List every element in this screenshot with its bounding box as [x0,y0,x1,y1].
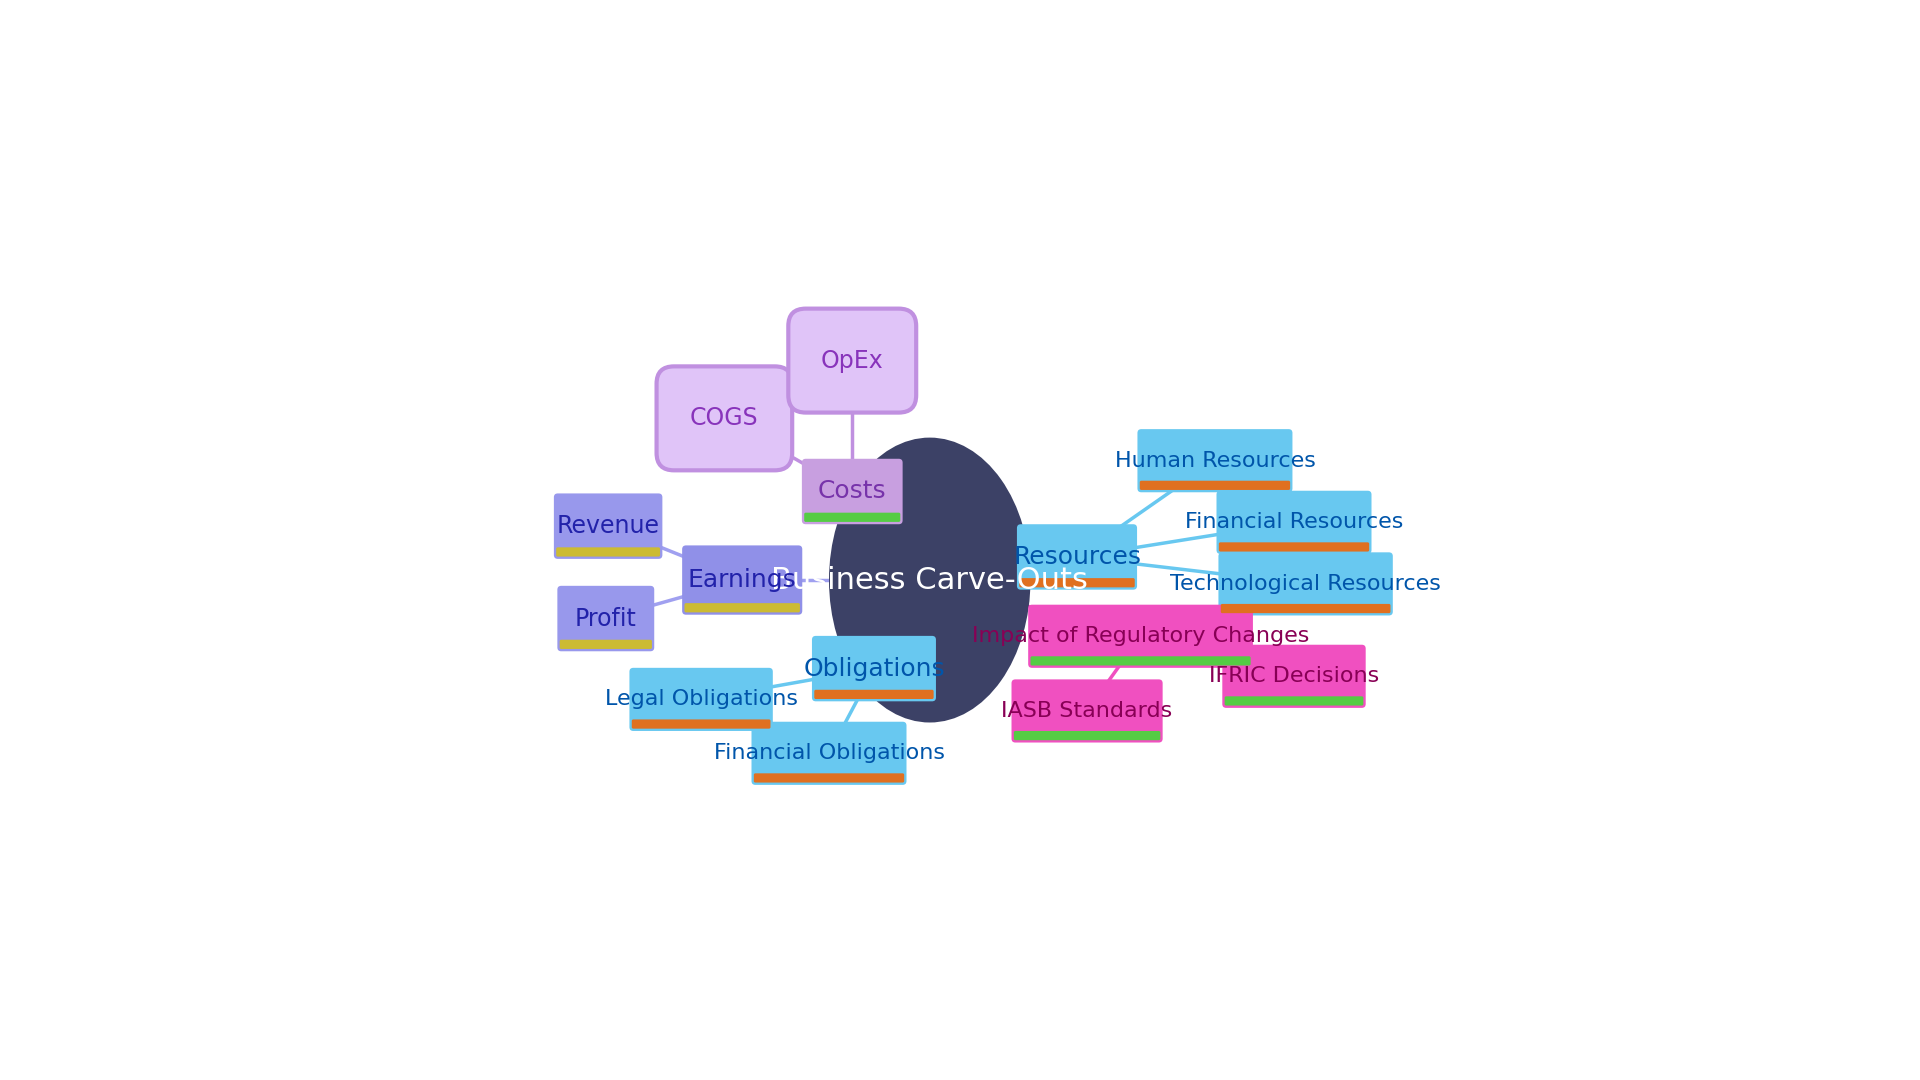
FancyBboxPatch shape [1137,429,1292,492]
FancyBboxPatch shape [630,667,774,731]
Text: OpEx: OpEx [822,349,883,373]
FancyBboxPatch shape [1018,524,1137,590]
FancyBboxPatch shape [557,548,660,556]
FancyBboxPatch shape [1221,604,1390,613]
FancyBboxPatch shape [561,639,653,649]
Ellipse shape [829,437,1031,723]
FancyBboxPatch shape [1020,578,1135,588]
FancyBboxPatch shape [1223,645,1365,707]
FancyBboxPatch shape [1012,679,1164,743]
FancyBboxPatch shape [1217,490,1371,554]
Text: Obligations: Obligations [803,657,945,680]
FancyBboxPatch shape [812,636,935,701]
FancyBboxPatch shape [1031,657,1250,665]
Text: Financial Resources: Financial Resources [1185,512,1404,532]
FancyBboxPatch shape [557,585,655,651]
FancyBboxPatch shape [1219,542,1369,552]
Text: IFRIC Decisions: IFRIC Decisions [1210,666,1379,686]
FancyBboxPatch shape [1219,552,1392,616]
Text: Resources: Resources [1014,545,1140,569]
Text: Impact of Regulatory Changes: Impact of Regulatory Changes [972,626,1309,646]
Text: Revenue: Revenue [557,514,660,538]
Text: Technological Resources: Technological Resources [1169,573,1442,594]
FancyBboxPatch shape [1029,605,1254,667]
Text: Costs: Costs [818,480,887,503]
FancyBboxPatch shape [1140,481,1290,490]
FancyBboxPatch shape [755,773,904,783]
FancyBboxPatch shape [553,494,662,558]
Text: Human Resources: Human Resources [1114,450,1315,471]
Text: Profit: Profit [574,607,637,631]
Text: Business Carve-Outs: Business Carve-Outs [772,566,1089,595]
Text: COGS: COGS [689,406,758,430]
Text: Earnings: Earnings [687,568,797,592]
FancyBboxPatch shape [789,309,916,413]
FancyBboxPatch shape [814,690,933,699]
FancyBboxPatch shape [682,545,803,615]
FancyBboxPatch shape [1225,697,1363,705]
FancyBboxPatch shape [804,513,900,522]
FancyBboxPatch shape [657,366,793,470]
FancyBboxPatch shape [632,719,770,729]
FancyBboxPatch shape [803,459,902,524]
Text: IASB Standards: IASB Standards [1002,701,1173,721]
Text: Legal Obligations: Legal Obligations [605,689,797,710]
FancyBboxPatch shape [1014,731,1160,740]
FancyBboxPatch shape [684,603,801,612]
Text: Financial Obligations: Financial Obligations [714,743,945,764]
FancyBboxPatch shape [751,721,906,785]
